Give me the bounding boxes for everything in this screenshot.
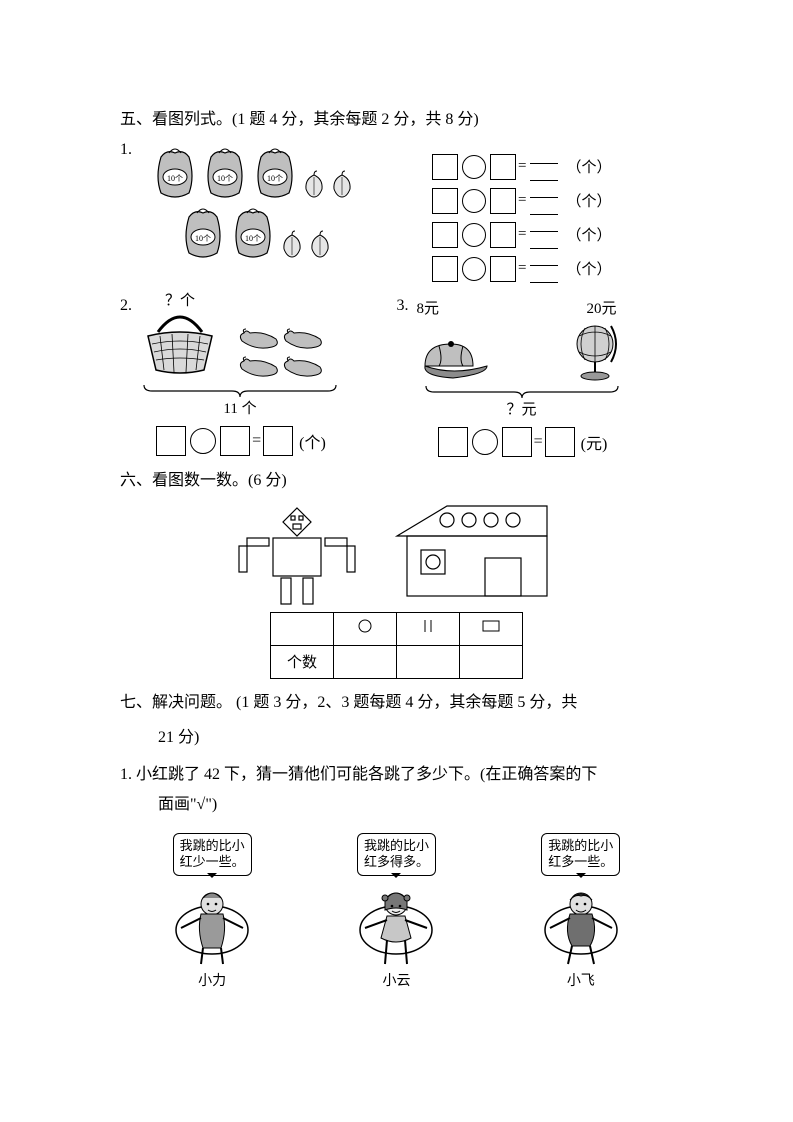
q5-1-equations: = （个） = （个） = （个） = （个） — [430, 141, 673, 289]
count-table: 个数 — [270, 612, 523, 679]
bag-icon: 10个 — [151, 143, 199, 199]
bag-icon: 10个 — [179, 203, 227, 259]
section6-title: 六、看图数一数。(6 分) — [120, 467, 673, 496]
kid-icon — [173, 880, 251, 968]
peach-icon — [279, 229, 305, 259]
peach-icon — [329, 169, 355, 199]
count-cell[interactable] — [460, 645, 523, 678]
q5-1-bags: 10个 10个 10个 10个 10个 — [140, 141, 430, 261]
bag-icon: 10个 — [229, 203, 277, 259]
bracket-icon: ？元 — [417, 384, 627, 419]
equation-line: = （个） — [430, 255, 673, 283]
peach-icon — [307, 229, 333, 259]
kid-name: 小飞 — [567, 970, 595, 990]
q5-3-equation: = (元) — [417, 427, 627, 457]
kid-item: 我跳的比小红少一些。 小力 — [137, 833, 287, 991]
svg-text:10个: 10个 — [267, 174, 283, 183]
q7-1-kids: 我跳的比小红少一些。 小力 我跳的比小红多得多。 — [120, 833, 673, 991]
q5-2: 2. ？个 — [120, 297, 397, 457]
peach-icon — [301, 169, 327, 199]
q7-1-num: 1. — [120, 766, 132, 783]
count-cell[interactable] — [397, 645, 460, 678]
cap-icon — [417, 332, 491, 382]
q5-2-num: 2. — [120, 297, 140, 456]
section5-title: 五、看图列式。(1 题 4 分，其余每题 2 分，共 8 分) — [120, 106, 673, 135]
table-empty-header — [271, 612, 334, 645]
eggplant-icon — [236, 327, 280, 351]
equation-line: = （个） — [430, 221, 673, 249]
q5-2-equation: = (个) — [140, 426, 340, 456]
symbol-rect — [460, 612, 523, 645]
q5-3: 3. 8元 20元 — [397, 297, 674, 457]
q5-3-num: 3. — [397, 297, 417, 457]
kid-item: 我跳的比小红多得多。 小云 — [321, 833, 471, 991]
q5-3-unknown: ？元 — [506, 398, 536, 419]
table-row-label: 个数 — [271, 645, 334, 678]
svg-text:10个: 10个 — [195, 234, 211, 243]
eggplant-icon — [280, 355, 324, 379]
bracket-icon: 11 个 — [140, 383, 340, 418]
q7-1-text-cont: 面画"√") — [120, 790, 673, 820]
basket-icon — [140, 310, 220, 376]
q5-2-unknown: ？个 — [140, 289, 220, 310]
bag-icon: 10个 — [251, 143, 299, 199]
q7-1-text: 小红跳了 42 下，猜一猜他们可能各跳了多少下。(在正确答案的下 — [136, 766, 597, 783]
svg-text:10个: 10个 — [167, 174, 183, 183]
price2: 20元 — [586, 297, 616, 318]
q5-1-num: 1. — [120, 141, 140, 159]
shapes-figure — [120, 502, 673, 612]
symbol-circle — [334, 612, 397, 645]
count-cell[interactable] — [334, 645, 397, 678]
kid-name: 小云 — [382, 970, 410, 990]
price1: 8元 — [417, 297, 440, 318]
q5-1: 1. 10个 10个 10个 10个 10个 — [120, 141, 673, 289]
q5-2-total: 11 个 — [223, 397, 256, 418]
kid-icon — [542, 880, 620, 968]
eggplant-icon — [280, 327, 324, 351]
kid-name: 小力 — [198, 970, 226, 990]
svg-text:10个: 10个 — [217, 174, 233, 183]
svg-text:10个: 10个 — [245, 234, 261, 243]
symbol-lines — [397, 612, 460, 645]
globe-icon — [567, 318, 627, 382]
speech-bubble: 我跳的比小红少一些。 — [173, 833, 252, 877]
eggplants — [236, 325, 324, 381]
speech-bubble: 我跳的比小红多得多。 — [357, 833, 436, 877]
section7-title: 七、解决问题。 (1 题 3 分，2、3 题每题 4 分，其余每题 5 分，共 — [120, 689, 673, 718]
bag-icon: 10个 — [201, 143, 249, 199]
eggplant-icon — [236, 355, 280, 379]
kid-icon — [357, 880, 435, 968]
equation-line: = （个） — [430, 153, 673, 181]
kid-item: 我跳的比小红多一些。 小飞 — [506, 833, 656, 991]
section7-title-cont: 21 分) — [120, 723, 673, 753]
equation-line: = （个） — [430, 187, 673, 215]
speech-bubble: 我跳的比小红多一些。 — [541, 833, 620, 877]
